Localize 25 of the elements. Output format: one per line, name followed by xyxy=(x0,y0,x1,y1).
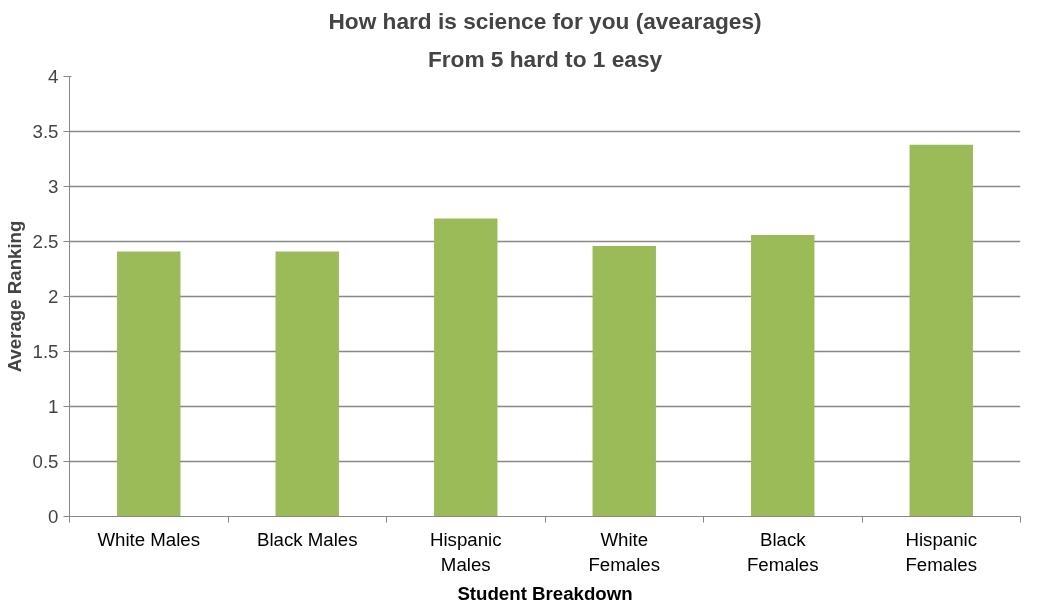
y-tick-label: 1 xyxy=(48,396,59,417)
y-tick-label: 2.5 xyxy=(32,231,59,252)
y-tick-label: 3.5 xyxy=(32,121,59,142)
x-axis-title: Student Breakdown xyxy=(457,582,633,604)
bar xyxy=(909,144,973,517)
y-tick-label: 1.5 xyxy=(32,341,59,362)
bar xyxy=(592,245,656,517)
x-tick-label: Hispanic Males xyxy=(429,528,502,575)
x-tick-label: Black Females xyxy=(746,528,819,575)
x-tick-label: Black Males xyxy=(256,528,358,550)
x-tick-label: White Females xyxy=(588,528,661,575)
y-axis-title: Average Ranking xyxy=(3,220,25,373)
x-tick-label: Hispanic Females xyxy=(905,528,978,575)
bar xyxy=(751,234,815,517)
chart-title: How hard is science for you (avearages) xyxy=(328,7,762,34)
x-tick-label: White Males xyxy=(97,528,201,550)
bar xyxy=(117,251,181,517)
y-tick-label: 3 xyxy=(48,176,59,197)
y-tick-label: 2 xyxy=(48,286,59,307)
y-tick-label: 0 xyxy=(48,506,59,527)
y-tick-label: 0.5 xyxy=(32,451,59,472)
bar xyxy=(275,251,339,517)
y-tick-label: 4 xyxy=(48,66,59,87)
bar xyxy=(434,218,498,517)
chart-subtitle: From 5 hard to 1 easy xyxy=(427,45,663,72)
